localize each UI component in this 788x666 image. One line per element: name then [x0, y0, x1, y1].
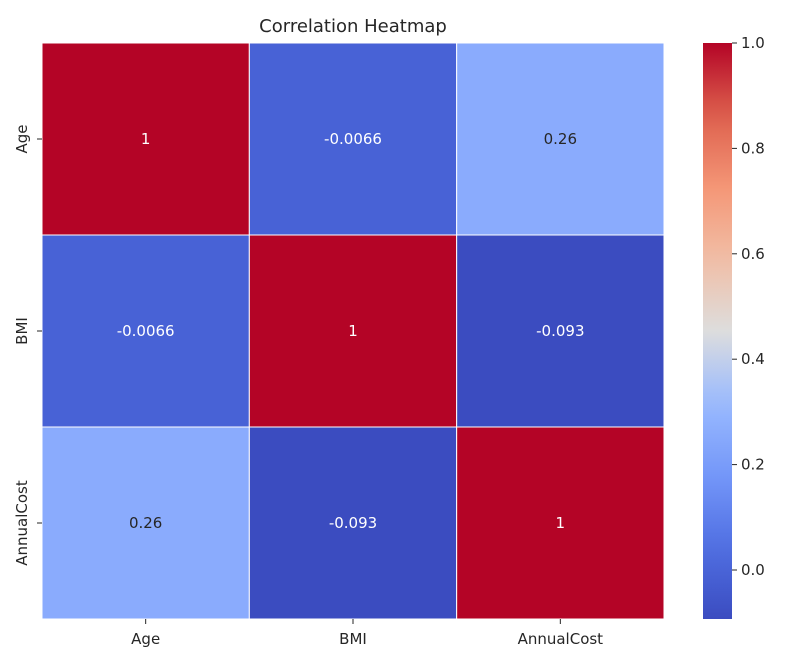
colorbar-tick-label: 0.0 — [741, 561, 765, 579]
cell-label-2-0: 0.26 — [129, 514, 162, 532]
cell-label-0-0: 1 — [141, 130, 151, 148]
heatmap-cell-0-2 — [456, 42, 665, 236]
cell-label-2-2: 1 — [556, 514, 566, 532]
colorbar: 0.0 0.2 0.4 0.6 0.8 1.0 — [703, 34, 765, 619]
colorbar-gradient — [703, 43, 732, 619]
cell-label-1-1: 1 — [348, 322, 358, 340]
heatmap-cell-0-0 — [41, 42, 250, 236]
cell-label-2-1: -0.093 — [329, 514, 377, 532]
heatmap-cell-2-1 — [248, 426, 458, 620]
heatmap-cell-0-1 — [248, 42, 458, 236]
heatmap-cell-1-1 — [248, 234, 458, 428]
chart-title: Correlation Heatmap — [259, 16, 447, 37]
cell-label-0-2: 0.26 — [544, 130, 577, 148]
x-axis: Age BMI AnnualCost — [131, 619, 603, 648]
cell-label-1-0: -0.0066 — [117, 322, 175, 340]
heatmap-cells: 1 -0.0066 0.26 -0.0066 1 -0.093 0.26 -0.093 1 — [41, 42, 665, 620]
y-axis: Age BMI AnnualCost — [13, 124, 42, 566]
x-tick-label: AnnualCost — [518, 630, 604, 648]
colorbar-tick-label: 0.8 — [741, 139, 765, 157]
colorbar-tick-label: 1.0 — [741, 34, 765, 52]
cell-label-0-1: -0.0066 — [324, 130, 382, 148]
heatmap-cell-1-0 — [41, 234, 250, 428]
heatmap-cell-1-2 — [456, 234, 665, 428]
y-tick-label: Age — [13, 124, 31, 153]
colorbar-tick-label: 0.2 — [741, 456, 765, 474]
y-tick-label: BMI — [13, 317, 31, 345]
colorbar-tick-label: 0.4 — [741, 350, 765, 368]
y-tick-label: AnnualCost — [13, 480, 31, 566]
x-tick-label: Age — [131, 630, 160, 648]
heatmap-cell-2-0 — [41, 426, 250, 620]
colorbar-tick-label: 0.6 — [741, 245, 765, 263]
cell-label-1-2: -0.093 — [536, 322, 584, 340]
x-tick-label: BMI — [339, 630, 367, 648]
